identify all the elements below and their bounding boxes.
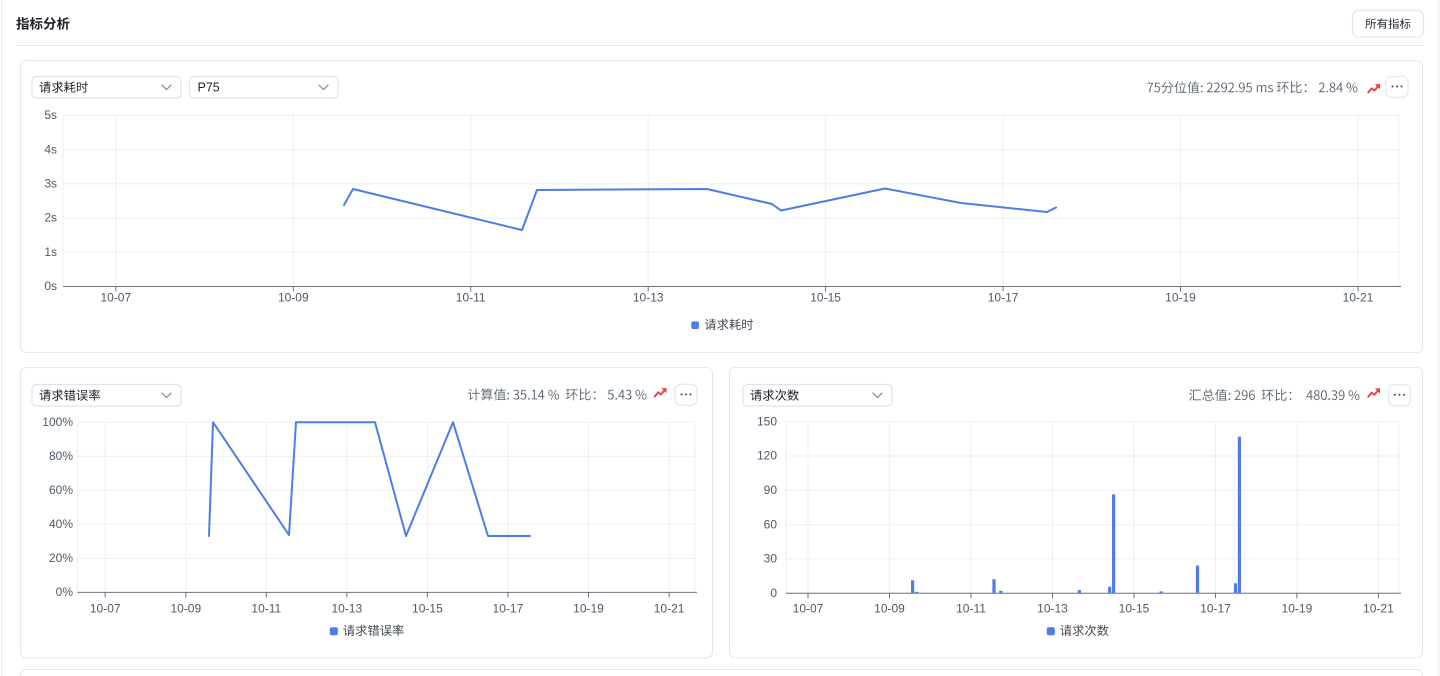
svg-text:90: 90 (764, 483, 778, 497)
svg-text:40%: 40% (49, 517, 73, 531)
svg-text:60%: 60% (49, 483, 73, 497)
svg-text:100%: 100% (42, 415, 73, 429)
svg-text:0s: 0s (44, 279, 57, 293)
svg-text:10-19: 10-19 (1165, 291, 1196, 305)
svg-text:0: 0 (770, 586, 777, 600)
svg-text:10-11: 10-11 (456, 291, 486, 305)
svg-text:10-19: 10-19 (1282, 602, 1313, 616)
svg-text:5s: 5s (44, 108, 57, 122)
svg-text:10-21: 10-21 (1363, 602, 1394, 616)
svg-text:10-21: 10-21 (1343, 291, 1374, 305)
svg-text:10-21: 10-21 (654, 602, 685, 616)
svg-text:10-15: 10-15 (412, 602, 443, 616)
svg-text:80%: 80% (49, 449, 73, 463)
svg-text:20%: 20% (49, 551, 73, 565)
svg-text:0%: 0% (56, 585, 74, 599)
svg-text:10-09: 10-09 (278, 291, 309, 305)
svg-text:150: 150 (757, 414, 777, 428)
svg-text:10-09: 10-09 (170, 602, 201, 616)
svg-text:10-17: 10-17 (988, 291, 1019, 305)
svg-text:10-11: 10-11 (956, 602, 986, 616)
svg-text:10-15: 10-15 (1119, 602, 1150, 616)
svg-text:10-07: 10-07 (793, 602, 824, 616)
svg-text:10-11: 10-11 (251, 602, 281, 616)
svg-text:4s: 4s (44, 142, 57, 156)
svg-text:10-19: 10-19 (573, 602, 604, 616)
svg-text:3s: 3s (44, 177, 57, 191)
svg-text:10-07: 10-07 (90, 602, 121, 616)
svg-text:10-13: 10-13 (331, 602, 362, 616)
svg-text:1s: 1s (44, 245, 57, 259)
svg-text:10-09: 10-09 (874, 602, 905, 616)
svg-text:30: 30 (764, 552, 778, 566)
svg-text:P75: P75 (198, 81, 220, 95)
svg-text:10-07: 10-07 (100, 291, 131, 305)
svg-text:2s: 2s (44, 211, 57, 225)
svg-text:10-13: 10-13 (1037, 602, 1068, 616)
svg-text:10-13: 10-13 (633, 291, 664, 305)
svg-text:10-17: 10-17 (493, 602, 524, 616)
svg-text:10-15: 10-15 (810, 291, 841, 305)
svg-text:60: 60 (764, 517, 778, 531)
svg-text:120: 120 (757, 449, 777, 463)
svg-text:10-17: 10-17 (1200, 602, 1231, 616)
